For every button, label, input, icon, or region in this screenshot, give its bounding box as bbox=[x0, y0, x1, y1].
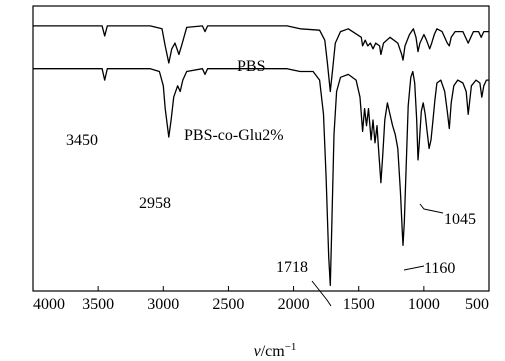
x-tick-label-4000: 4000 bbox=[33, 296, 65, 313]
x-tick-label-2500: 2500 bbox=[212, 296, 244, 313]
x-tick-label-1500: 1500 bbox=[343, 296, 375, 313]
x-tick-label-3000: 3000 bbox=[147, 296, 179, 313]
x-tick-labels: 4000 3500 3000 2500 2000 1500 1000 500 bbox=[33, 296, 489, 313]
x-tick-label-500: 500 bbox=[465, 296, 489, 313]
annotation-2958: 2958 bbox=[139, 195, 171, 212]
x-ticks bbox=[32, 286, 490, 291]
x-axis-symbol: ν bbox=[254, 343, 262, 360]
x-tick-label-2000: 2000 bbox=[278, 296, 310, 313]
leader-1045 bbox=[419, 203, 444, 214]
series-label-pbs: PBS bbox=[237, 58, 265, 75]
plot-frame bbox=[32, 5, 490, 292]
spectra bbox=[33, 25, 489, 286]
annotation-1718: 1718 bbox=[276, 259, 308, 276]
series-line-pbs bbox=[33, 25, 489, 93]
series-label-pbs-co-glu: PBS-co-Glu2% bbox=[184, 127, 284, 144]
x-axis-unit: /cm bbox=[261, 343, 286, 360]
leader-1160 bbox=[403, 265, 425, 271]
leader-1718 bbox=[311, 280, 332, 307]
series-line-pbs-co-glu bbox=[33, 68, 489, 286]
annotation-1045: 1045 bbox=[444, 211, 476, 228]
x-tick-label-3500: 3500 bbox=[82, 296, 114, 313]
annotation-1160: 1160 bbox=[424, 260, 455, 277]
annotation-3450: 3450 bbox=[66, 132, 98, 149]
x-tick-label-1000: 1000 bbox=[408, 296, 440, 313]
x-axis-exponent: −1 bbox=[285, 341, 297, 353]
x-axis-title: ν/cm−1 bbox=[254, 341, 297, 360]
leader-lines bbox=[311, 203, 444, 307]
